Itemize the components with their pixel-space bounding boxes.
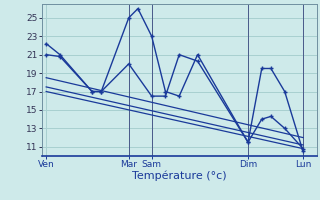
X-axis label: Température (°c): Température (°c)	[132, 171, 227, 181]
